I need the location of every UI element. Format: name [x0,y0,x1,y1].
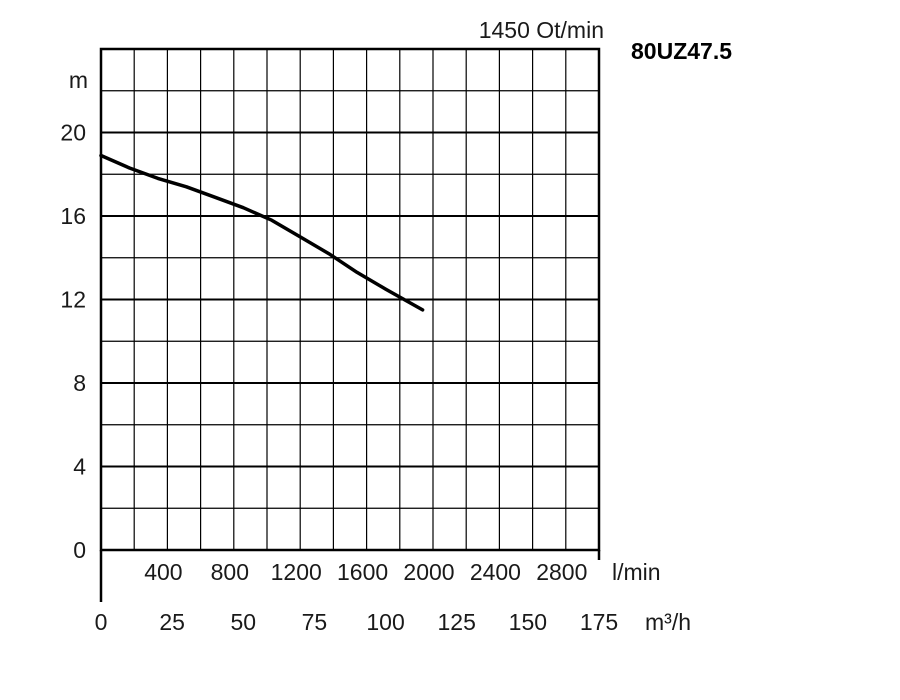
head-flow-curve [99,153,425,312]
x-m3h-tick-label: 75 [302,609,328,635]
y-tick-label: 20 [60,120,86,146]
x-m3h-tick-label: 125 [438,609,476,635]
x-lmin-tick-label: 2800 [536,559,587,585]
x-lmin-tick-label: 2000 [403,559,454,585]
x-lmin-tick-label: 1200 [271,559,322,585]
model-label: 80UZ47.5 [631,38,732,64]
x-m3h-tick-label: 0 [95,609,108,635]
x-m3h-tick-label: 150 [509,609,547,635]
y-tick-labels: 0 4 8 12 16 20 [60,120,86,564]
y-tick-label: 0 [73,537,86,563]
chart-grid [101,49,599,550]
x-axis-m3h-unit-label: m³/h [645,609,691,635]
x-axis-lmin-unit-label: l/min [612,559,661,585]
x-m3h-tick-label: 175 [580,609,618,635]
x-lmin-tick-labels: 400 800 1200 1600 2000 2400 2800 [144,559,587,585]
x-m3h-tick-label: 50 [230,609,256,635]
x-m3h-tick-label: 25 [159,609,185,635]
x-lmin-tick-label: 400 [144,559,182,585]
y-tick-label: 8 [73,370,86,396]
plot-frame [99,47,601,552]
y-tick-label: 12 [60,287,86,313]
speed-label: 1450 Ot/min [479,17,604,43]
y-axis-unit-label: m [69,67,88,93]
x-lmin-tick-label: 800 [211,559,249,585]
y-tick-label: 16 [60,203,86,229]
x-m3h-tick-label: 100 [366,609,404,635]
x-lmin-tick-label: 2400 [470,559,521,585]
x-lmin-tick-label: 1600 [337,559,388,585]
y-tick-label: 4 [73,454,86,480]
x-m3h-tick-labels: 0 25 50 75 100 125 150 175 [95,609,619,635]
